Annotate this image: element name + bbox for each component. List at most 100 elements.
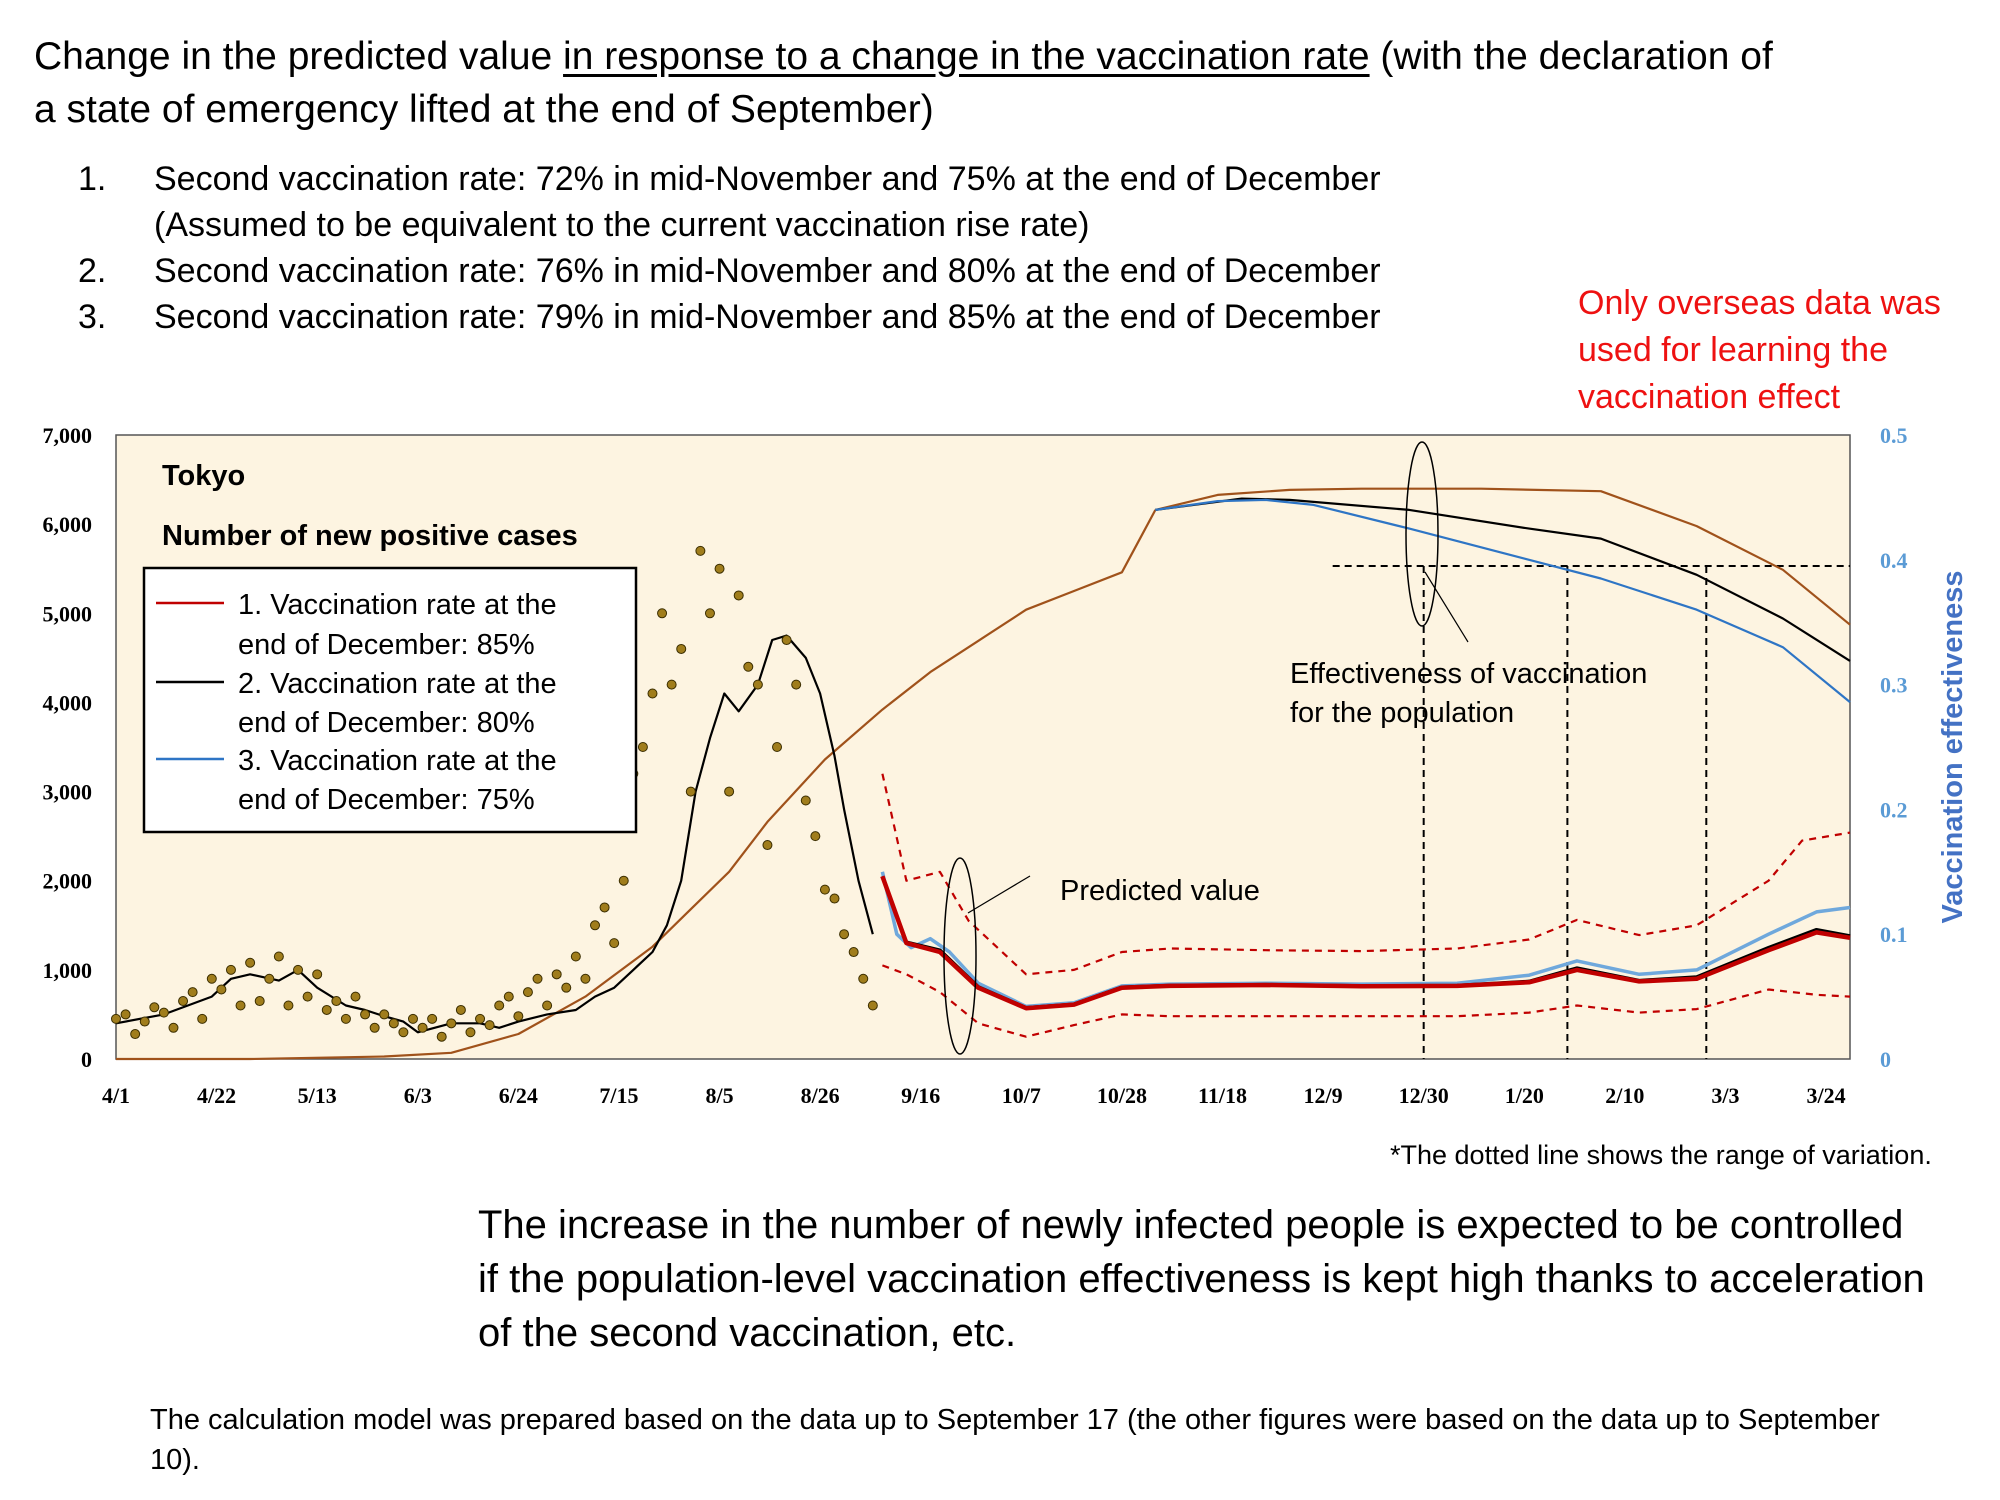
data-point: [168, 1022, 179, 1033]
annotation-leader: [1424, 571, 1469, 643]
data-point: [772, 742, 783, 752]
data-point: [503, 991, 514, 1002]
data-point: [149, 1002, 160, 1013]
range-line: [881, 773, 1851, 976]
scenario-text: Second vaccination rate: 76% in mid-Nove…: [154, 252, 1381, 290]
scenario-1: 1. Second vaccination rate: 72% in mid-No…: [78, 156, 1578, 248]
data-point: [340, 1013, 351, 1024]
data-point: [302, 991, 313, 1002]
data-point: [206, 973, 217, 984]
data-point: [427, 1013, 438, 1024]
data-point: [321, 1004, 332, 1015]
scenario-2: 2. Second vaccination rate: 76% in mid-No…: [78, 248, 1578, 294]
legend-label: end of December: 85%: [238, 629, 535, 661]
data-point: [187, 987, 198, 998]
legend-label: 2. Vaccination rate at the: [238, 668, 557, 700]
effectiveness-line: [1155, 487, 1851, 626]
effectiveness-line: [116, 509, 1157, 1061]
annotation-text: for the population: [1290, 697, 1514, 729]
title-text-end: (with the declaration of a state of emer…: [34, 35, 1773, 131]
data-point: [618, 875, 629, 886]
data-point: [293, 964, 304, 975]
y-left-tick-label: 7,000: [43, 423, 93, 448]
y-left-tick-label: 1,000: [43, 958, 93, 983]
data-point: [695, 545, 706, 556]
y-right-tick-label: 0.5: [1880, 423, 1908, 448]
data-point: [561, 982, 572, 993]
data-point: [235, 1000, 246, 1011]
data-point: [398, 1027, 409, 1038]
scenario-subtext: (Assumed to be equivalent to the current…: [154, 206, 1090, 244]
y-right-tick-label: 0.2: [1880, 797, 1908, 822]
right-axis-title: Vaccination effectiveness: [1937, 571, 1969, 924]
data-point: [762, 840, 773, 851]
data-point: [666, 679, 677, 690]
x-tick-label: 3/24: [1806, 1083, 1845, 1108]
data-point: [254, 996, 265, 1007]
x-tick-label: 9/16: [901, 1083, 940, 1108]
data-point: [819, 884, 830, 895]
y-left-tick-label: 3,000: [43, 780, 93, 805]
data-point: [139, 1016, 150, 1027]
data-point: [714, 563, 725, 574]
data-point: [542, 1000, 553, 1011]
y-right-tick-label: 0.1: [1880, 922, 1908, 947]
annotation-text: Predicted value: [1060, 875, 1260, 907]
daily-cases-points: [111, 545, 878, 1042]
data-point: [407, 1013, 418, 1024]
y-left-tick-label: 0: [81, 1047, 92, 1072]
left-axis-title: Number of new positive cases: [162, 520, 578, 552]
data-point: [350, 991, 361, 1002]
data-point: [848, 947, 859, 958]
data-point: [580, 973, 591, 984]
data-point: [111, 1013, 121, 1024]
data-point: [685, 786, 696, 797]
x-tick-label: 12/30: [1399, 1083, 1449, 1108]
data-point: [283, 1000, 294, 1011]
data-point: [829, 893, 840, 904]
data-point: [743, 661, 754, 672]
x-tick-label: 6/24: [499, 1083, 538, 1108]
dotted-line-footnote: *The dotted line shows the range of vari…: [1390, 1140, 1932, 1170]
data-point: [599, 902, 610, 913]
data-point: [647, 688, 658, 699]
data-point: [417, 1022, 428, 1033]
data-point: [245, 957, 256, 968]
cases-chart: 0 1,000 2,000 3,000 4,000 5,000 6,000 7,000 0 0.1…: [43, 423, 1970, 1108]
y-left-tick-label: 5,000: [43, 601, 93, 626]
legend-box: [142, 566, 638, 834]
legend-label: end of December: 75%: [238, 784, 535, 816]
scenario-text: Second vaccination rate: 72% in mid-Nove…: [154, 160, 1381, 198]
data-point: [120, 1009, 131, 1020]
scenario-number: 3.: [78, 298, 107, 336]
data-point: [158, 1007, 169, 1018]
data-point: [724, 786, 735, 797]
data-point: [590, 920, 601, 931]
data-point: [551, 969, 562, 980]
data-point: [312, 969, 323, 980]
data-point: [637, 742, 648, 752]
cases-line: [880, 875, 1851, 1011]
y-right-tick-label: 0.3: [1880, 673, 1908, 698]
data-point: [455, 1004, 466, 1015]
x-tick-label: 8/5: [705, 1083, 733, 1108]
data-point: [752, 679, 763, 690]
chart-legend: 1. Vaccination rate at the end of Decemb…: [142, 566, 638, 834]
effectiveness-line: [1155, 498, 1851, 703]
x-tick-label: 1/20: [1505, 1083, 1544, 1108]
data-point: [465, 1027, 476, 1038]
annotation-ellipse: [1405, 441, 1439, 627]
model-note: The calculation model was prepared based…: [150, 1404, 1880, 1476]
legend-label: 1. Vaccination rate at the: [238, 589, 557, 621]
data-point: [781, 635, 792, 646]
data-point: [436, 1031, 447, 1042]
data-point: [733, 590, 744, 601]
y-right-tick-label: 0.4: [1880, 548, 1908, 573]
data-point: [800, 795, 811, 806]
data-point: [810, 831, 821, 842]
x-tick-label: 3/3: [1711, 1083, 1739, 1108]
y-left-tick-label: 2,000: [43, 869, 93, 894]
x-tick-label: 5/13: [298, 1083, 337, 1108]
data-point: [858, 973, 869, 984]
data-point: [494, 1000, 505, 1011]
